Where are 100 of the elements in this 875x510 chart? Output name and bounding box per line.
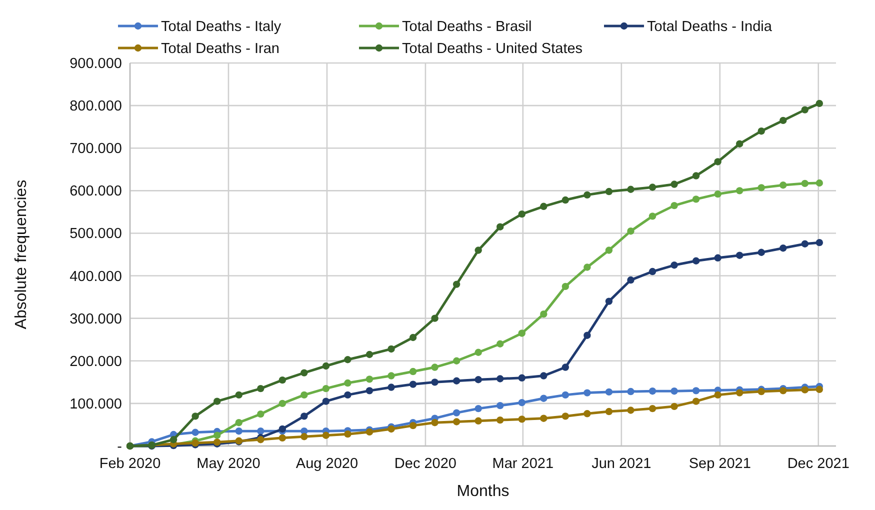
x-tick-label: May 2020 [196,456,260,472]
point [736,252,744,259]
point [758,127,765,135]
point [278,400,286,408]
point [605,408,613,416]
point [235,428,242,435]
point [213,432,221,439]
y-tick-label: 900.000 [70,56,122,72]
point [474,246,482,254]
point [496,375,504,382]
point [736,187,744,194]
point [648,184,656,191]
point [540,394,548,402]
x-tick-label: Sep 2021 [688,456,751,472]
point [758,388,765,396]
point [257,436,264,444]
x-tick-label: Mar 2021 [492,456,554,472]
point [627,406,634,414]
point [780,244,787,252]
point [801,240,808,248]
point [431,418,438,426]
point [627,227,634,235]
y-tick-label: 300.000 [70,311,122,328]
point [692,398,700,405]
y-tick-label: 100.000 [70,396,122,412]
point [170,436,178,444]
point [300,369,308,376]
point [496,223,504,230]
point [801,386,808,394]
point [648,388,656,395]
point [758,184,765,192]
point [213,398,221,405]
y-tick-label: 600.000 [70,184,122,200]
point [816,100,824,108]
point [322,362,330,370]
point [344,379,352,387]
point [409,368,417,376]
point [714,254,722,262]
point [584,389,591,396]
point [496,402,504,410]
point [278,434,286,442]
point [474,376,482,384]
point [540,414,548,422]
point [562,412,570,420]
point [257,410,264,418]
point [584,264,591,271]
point [605,388,613,396]
point [300,412,308,420]
point [496,416,504,424]
point [344,356,352,364]
point [758,248,765,256]
point [584,191,591,199]
point [322,384,330,392]
point [409,334,417,342]
point [648,268,656,276]
point [278,425,286,433]
point [692,257,700,264]
point [801,180,808,188]
point [344,391,352,399]
legend-label: Total Deaths - Italy [161,19,282,35]
x-tick-label: Feb 2020 [99,456,161,472]
x-axis-title: Months [456,483,510,500]
point [714,190,722,198]
point [409,422,417,430]
point [300,433,308,440]
point [366,428,374,436]
point [670,402,678,410]
point [518,210,526,218]
y-tick-label: 200.000 [70,354,122,370]
point [780,116,787,124]
point [736,140,744,148]
point [518,416,526,423]
legend-label: Total Deaths - India [647,19,773,35]
point [714,158,722,166]
point [366,376,374,383]
point [627,186,634,193]
legend-label: Total Deaths - Brasil [402,19,532,35]
point [452,377,460,384]
point [584,410,591,418]
point [192,428,199,436]
point [322,432,330,439]
point [584,332,591,339]
point [474,348,482,356]
point [257,384,264,392]
point [670,262,678,269]
point [670,180,678,188]
point [692,387,700,394]
x-tick-label: Dec 2020 [394,456,456,472]
point [192,412,199,420]
point [366,350,374,358]
point [562,364,570,371]
point [366,387,374,394]
point [562,391,570,399]
point [474,404,482,412]
point [605,246,613,254]
point [388,372,395,380]
point [801,106,808,114]
point [816,179,824,187]
point [431,364,438,371]
point [692,196,700,203]
